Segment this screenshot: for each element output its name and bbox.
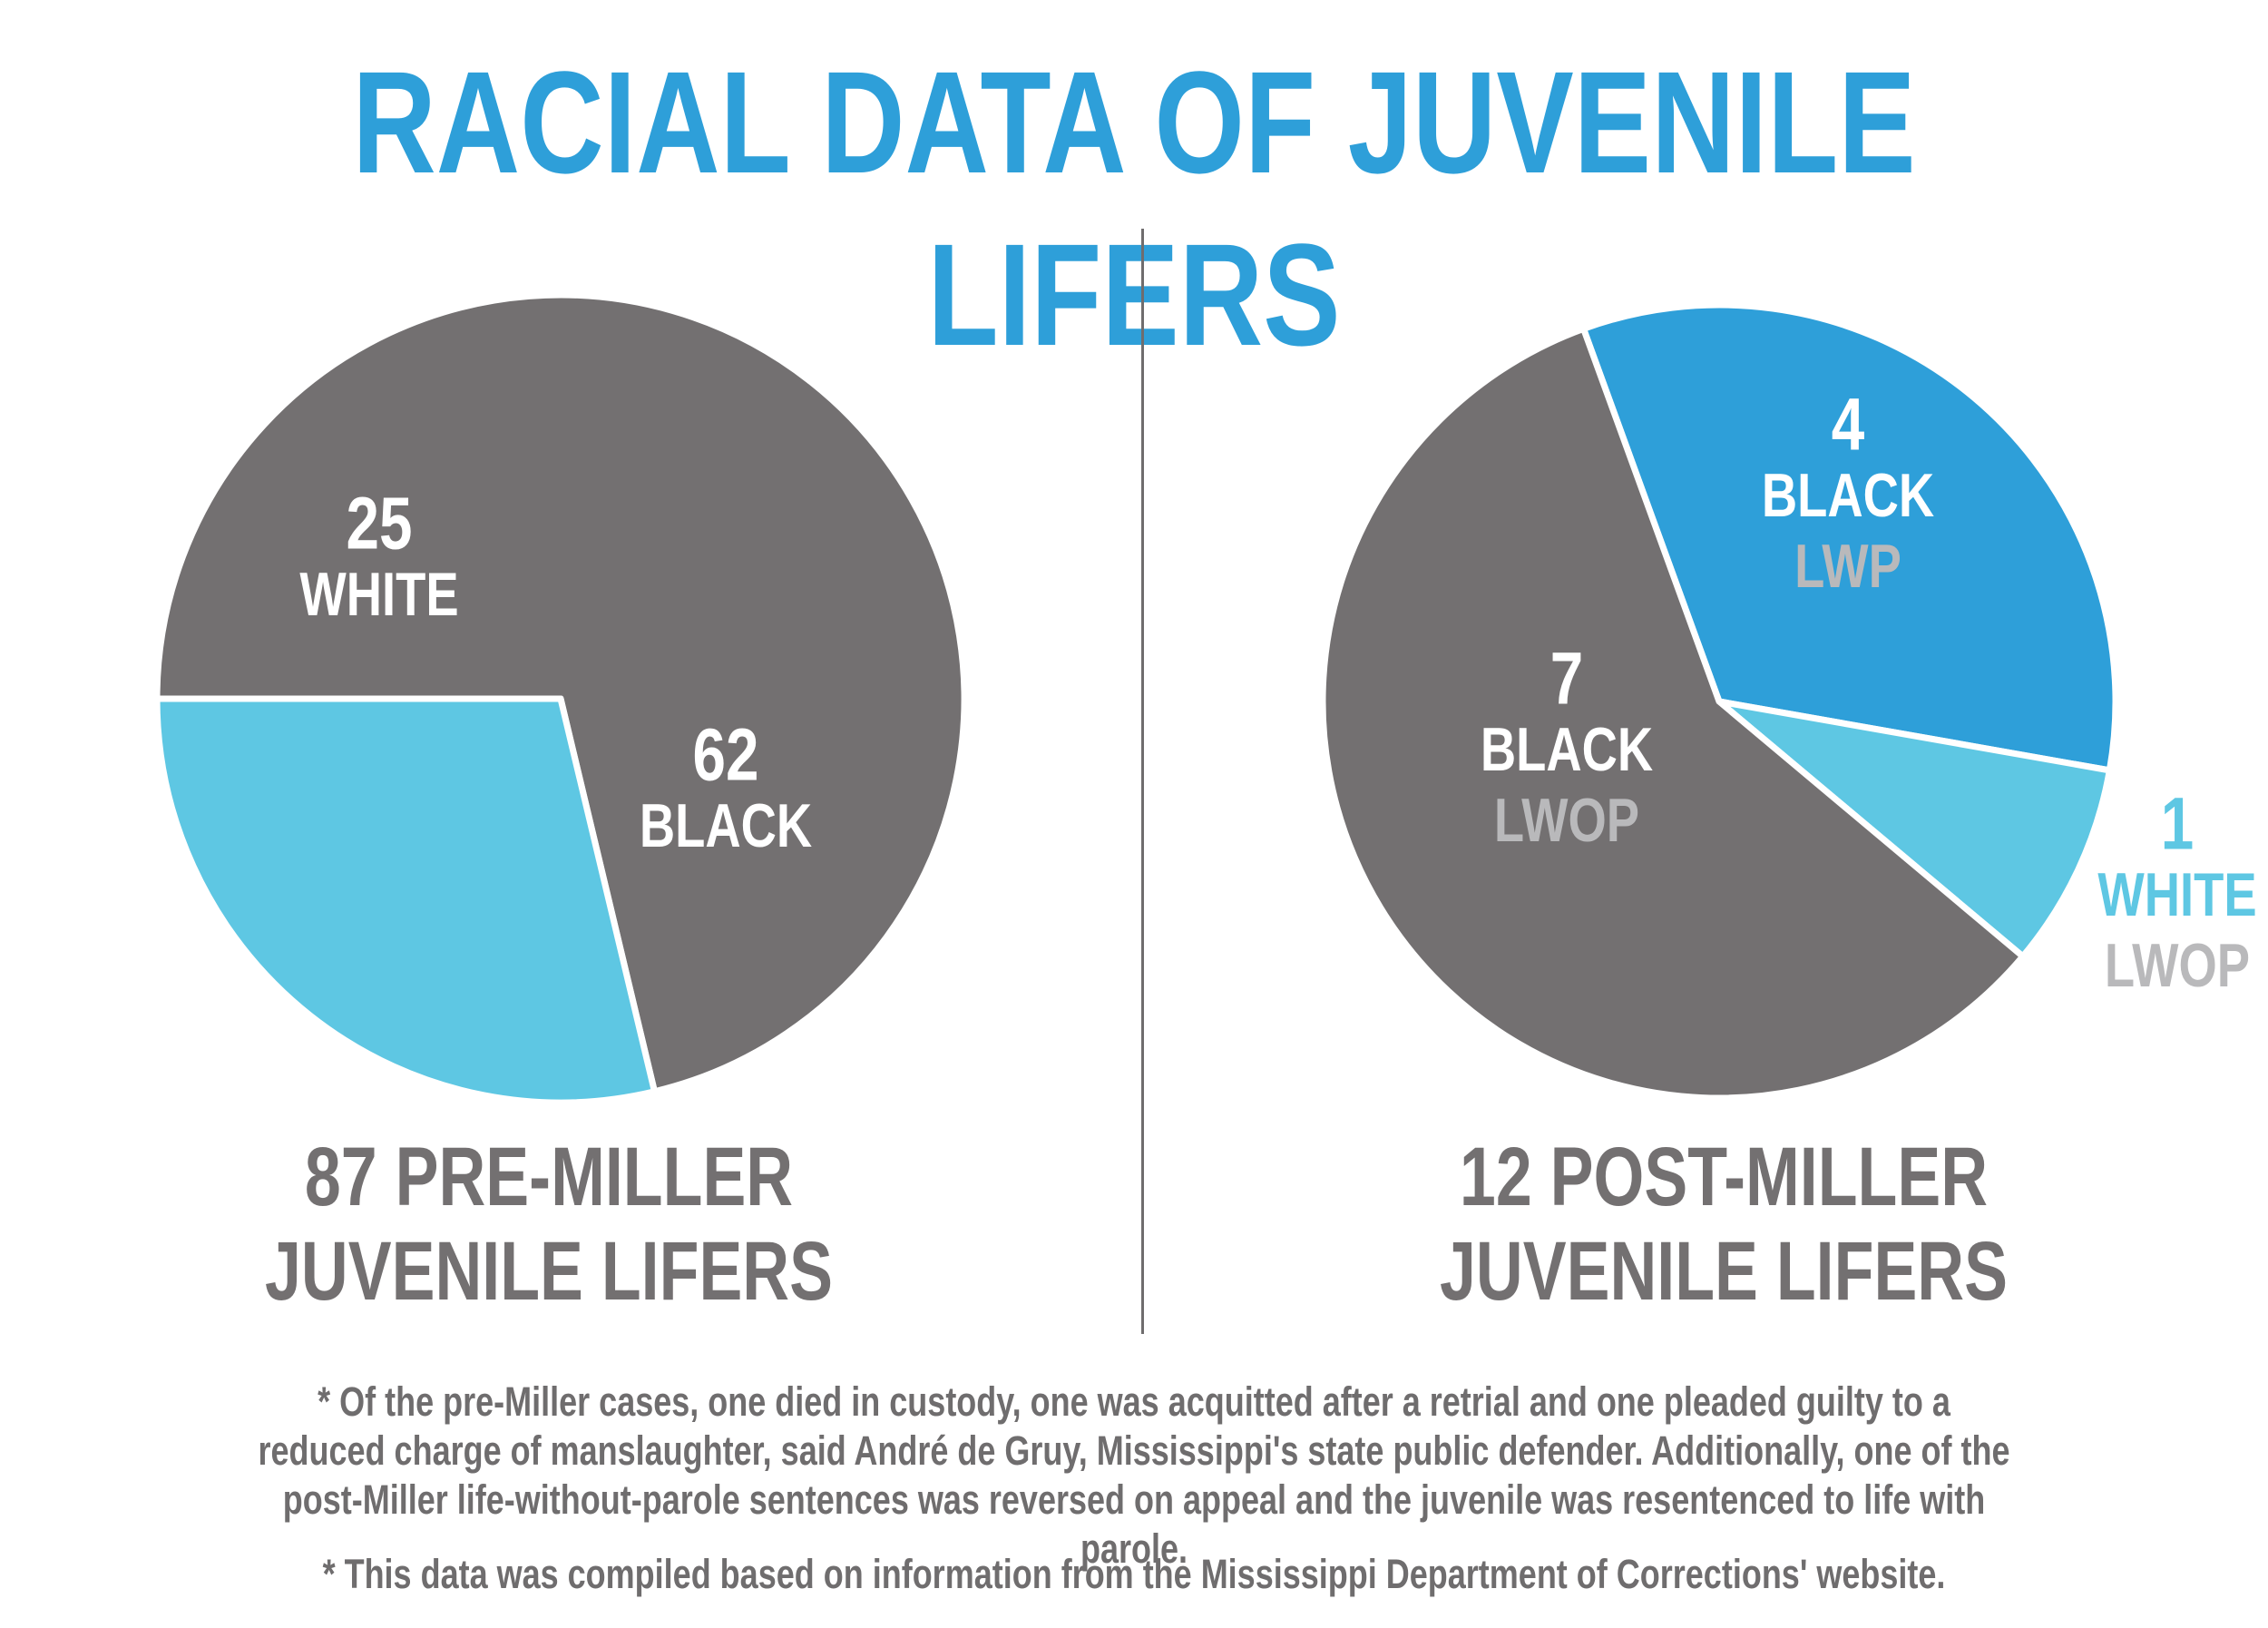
- pie-2-slice-white-lwop: [1716, 698, 2113, 960]
- pie-1-slice-black: [153, 291, 968, 1095]
- pie-2-label-1-sentence: LWP: [1794, 532, 1901, 601]
- pie-2-label-2-count: 1: [2161, 782, 2194, 866]
- pie-2-label-2-sentence: LWOP: [2105, 931, 2250, 1000]
- chart-title: RACIAL DATA OF JUVENILE LIFERS: [352, 41, 1916, 376]
- left-subtitle-line2: JUVENILE LIFERS: [264, 1225, 833, 1318]
- pie-1-label-1-count: 62: [693, 713, 759, 797]
- right-subtitle-line1: 12 POST-MILLER: [1459, 1131, 1989, 1223]
- pie-1-slice-white: [153, 695, 658, 1106]
- left-chart-subtitle: 87 PRE-MILLER JUVENILE LIFERS: [184, 1130, 913, 1319]
- left-subtitle-line1: 87 PRE-MILLER: [304, 1131, 794, 1223]
- pie-2-label-2-race: WHITE: [2097, 860, 2256, 929]
- pie-1-label-1-race: BLACK: [640, 791, 812, 860]
- pie-2-slice-black-lwp: [1580, 301, 2119, 774]
- pie-2-slice-black-lwop: [1319, 325, 2027, 1102]
- pie-1-label-2-race: WHITE: [299, 560, 458, 629]
- right-chart-subtitle: 12 POST-MILLER JUVENILE LIFERS: [1355, 1130, 2091, 1319]
- footnote-cases: * Of the pre-Miller cases, one died in c…: [258, 1378, 2010, 1572]
- footnote-source: * This data was compiled based on inform…: [322, 1551, 1946, 1597]
- pie-2-label-1-race: BLACK: [1762, 461, 1934, 530]
- pie-2-label-1-count: 4: [1832, 383, 1864, 466]
- pie-1-label-2-count: 25: [347, 482, 413, 565]
- pie-2-label-3-race: BLACK: [1481, 715, 1653, 784]
- pie-2-label-3-count: 7: [1550, 637, 1583, 721]
- divider: [1141, 229, 1144, 1334]
- pie-2-label-3-sentence: LWOP: [1494, 786, 1639, 855]
- right-subtitle-line2: JUVENILE LIFERS: [1439, 1225, 2008, 1318]
